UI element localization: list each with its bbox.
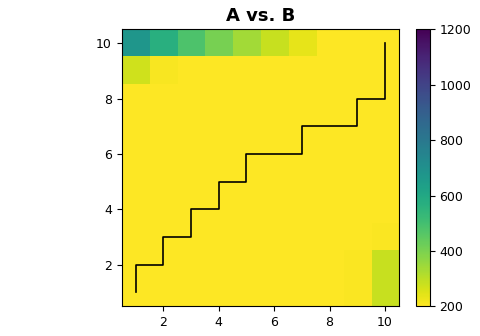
- Title: A vs. B: A vs. B: [226, 7, 295, 25]
